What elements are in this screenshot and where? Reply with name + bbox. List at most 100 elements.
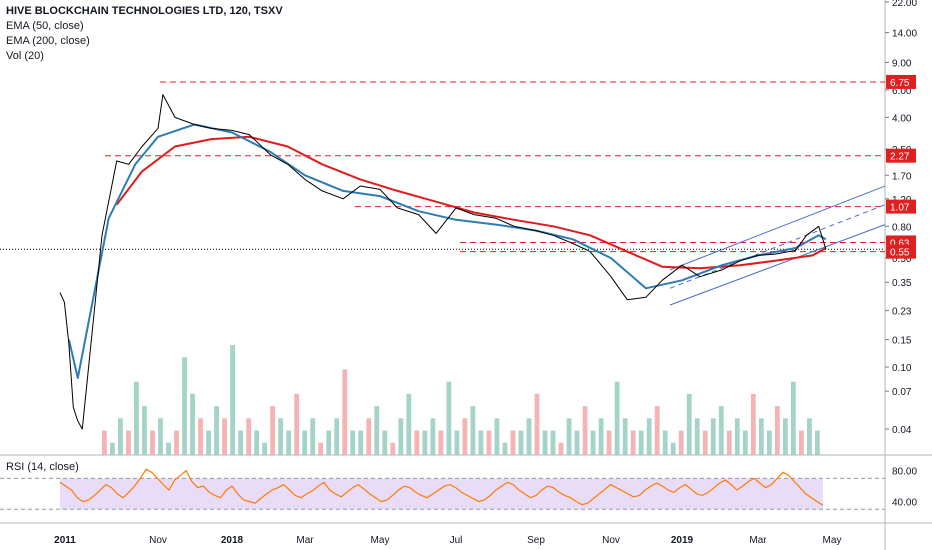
volume-bar <box>622 418 628 455</box>
volume-bar <box>110 442 115 455</box>
volume-bar <box>214 406 219 455</box>
level-label: 0.55 <box>890 248 910 259</box>
volume-bar <box>614 381 620 455</box>
price-line <box>59 94 827 430</box>
volume-bar <box>414 430 420 455</box>
volume-bar <box>126 430 131 455</box>
channel-line <box>669 185 886 271</box>
price-tick-label: 0.23 <box>892 307 912 318</box>
volume-bar <box>334 418 340 455</box>
volume-bar <box>806 418 812 455</box>
volume-bar <box>134 381 139 455</box>
volume-bar <box>358 430 364 455</box>
price-tick-label: 22.00 <box>892 0 917 9</box>
volume-bar <box>798 430 804 455</box>
volume-bar <box>662 430 668 455</box>
volume-bar <box>438 430 444 455</box>
volume-bar <box>462 418 468 455</box>
price-tick-label: 0.15 <box>892 336 912 347</box>
volume-bar <box>190 393 195 455</box>
volume-bar <box>278 418 284 455</box>
price-tick-label: 0.04 <box>892 425 912 436</box>
volume-bar <box>782 418 788 455</box>
volume-bar <box>550 430 556 455</box>
volume-bar <box>118 418 123 455</box>
volume-bar <box>294 393 300 455</box>
volume-bar <box>342 369 348 455</box>
volume-bar <box>734 418 740 455</box>
volume-bar <box>582 406 588 455</box>
volume-bar <box>302 430 308 455</box>
volume-bar <box>630 430 636 455</box>
volume-bar <box>510 430 516 455</box>
volume-bar <box>678 430 684 455</box>
channel-midline <box>669 204 886 289</box>
volume-bar <box>254 430 260 455</box>
level-label-box <box>886 244 916 259</box>
volume-bar <box>534 393 540 455</box>
x-tick-label: May <box>371 535 390 546</box>
volume-bar <box>470 406 476 455</box>
volume-bar <box>142 406 147 455</box>
rsi-legend: RSI (14, close) <box>6 461 79 473</box>
x-tick-label: Sep <box>527 535 545 546</box>
volume-bar <box>374 406 380 455</box>
volume-bar <box>542 430 548 455</box>
volume-bar <box>766 430 772 455</box>
volume-bar <box>758 418 764 455</box>
volume-bar <box>558 442 564 455</box>
rsi-tick-label: 80.00 <box>892 467 917 478</box>
volume-bar <box>238 430 243 455</box>
x-tick-label: Nov <box>602 535 620 546</box>
volume-bar <box>398 418 404 455</box>
volume-bar <box>646 418 652 455</box>
volume-bar <box>366 418 372 455</box>
x-tick-label: Mar <box>749 535 767 546</box>
level-label: 1.07 <box>890 203 910 214</box>
volume-bar <box>670 442 676 455</box>
x-tick-label: Nov <box>149 535 167 546</box>
level-label: 2.27 <box>890 152 910 163</box>
volume-bar <box>230 345 235 455</box>
volume-bar <box>318 442 324 455</box>
volume-bar <box>422 430 428 455</box>
price-tick-label: 9.00 <box>892 58 912 69</box>
volume-bar <box>406 393 412 455</box>
volume-bar <box>718 406 724 455</box>
level-label-box <box>886 199 916 214</box>
volume-bar <box>606 430 612 455</box>
x-tick-label: May <box>823 535 842 546</box>
volume-bar <box>710 418 716 455</box>
x-tick-label: 2018 <box>221 535 244 546</box>
volume-bar <box>694 418 700 455</box>
rsi-band <box>60 478 823 510</box>
x-tick-label: Jul <box>450 535 463 546</box>
price-tick-label: 0.50 <box>892 254 912 265</box>
volume-bar <box>222 418 227 455</box>
chart-title: HIVE BLOCKCHAIN TECHNOLOGIES LTD, 120, T… <box>6 5 283 17</box>
ema200-line <box>115 135 827 270</box>
volume-bar <box>262 442 268 455</box>
price-tick-label: 4.00 <box>892 113 912 124</box>
volume-bar <box>174 430 179 455</box>
volume-bar <box>310 418 316 455</box>
volume-bar <box>150 430 155 455</box>
legend-ema200: EMA (200, close) <box>6 35 90 47</box>
x-tick-label: Mar <box>296 535 314 546</box>
price-tick-label: 0.10 <box>892 363 912 374</box>
volume-bar <box>446 381 452 455</box>
volume-bar <box>390 442 396 455</box>
legend-ema50: EMA (50, close) <box>6 20 84 32</box>
x-tick-label: 2019 <box>671 535 694 546</box>
volume-bar <box>790 381 796 455</box>
level-label: 0.63 <box>890 238 910 249</box>
channel-line <box>669 224 886 306</box>
price-tick-label: 14.00 <box>892 29 917 40</box>
volume-bar <box>574 430 580 455</box>
price-tick-label: 0.07 <box>892 387 912 398</box>
chart-legend: HIVE BLOCKCHAIN TECHNOLOGIES LTD, 120, T… <box>6 4 283 64</box>
price-tick-label: 0.35 <box>892 278 912 289</box>
volume-bar <box>350 430 356 455</box>
level-label: 6.75 <box>890 78 910 89</box>
